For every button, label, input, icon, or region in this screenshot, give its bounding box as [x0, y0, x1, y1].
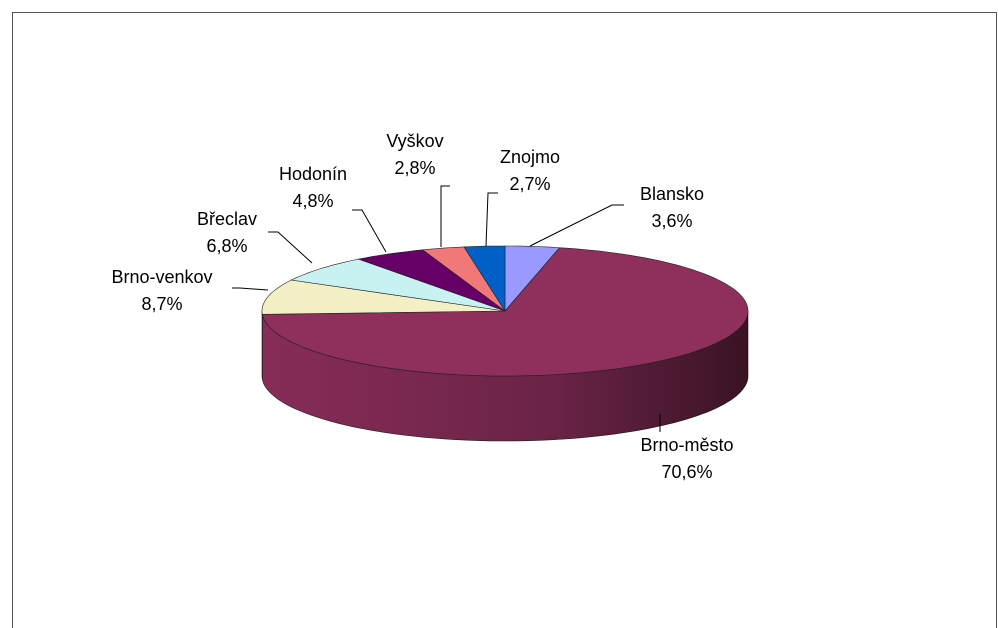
slice: [463, 245, 506, 313]
category-label: Znojmo: [500, 147, 560, 167]
category-label: Břeclav: [197, 209, 257, 229]
value-label: 2,7%: [509, 174, 550, 194]
slice: [261, 247, 749, 377]
value-label: 8,7%: [141, 294, 182, 314]
category-label: Vyškov: [386, 131, 443, 151]
category-label: Hodonín: [279, 164, 347, 184]
value-label: 6,8%: [206, 236, 247, 256]
leader-line: [485, 192, 498, 247]
value-label: 4,8%: [292, 191, 333, 211]
value-label: 70,6%: [661, 462, 712, 482]
leader-line: [268, 231, 313, 264]
leader-line: [232, 287, 269, 291]
value-label: 3,6%: [651, 211, 692, 231]
value-label: 2,8%: [394, 158, 435, 178]
category-label: Blansko: [640, 184, 704, 204]
slice: [357, 249, 506, 312]
leader-line: [440, 185, 450, 247]
category-label: Brno-město: [640, 435, 733, 455]
slice: [261, 279, 506, 315]
leader-line: [529, 204, 624, 247]
category-label: Brno-venkov: [111, 267, 212, 287]
slice: [421, 246, 506, 312]
slice: [290, 258, 506, 312]
leader-line: [352, 209, 387, 253]
